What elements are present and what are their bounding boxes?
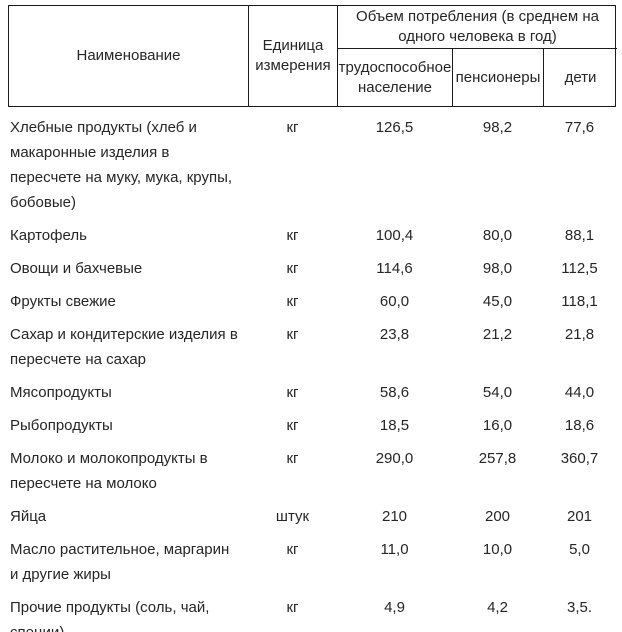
product-name-cell: Хлебные продукты (хлеб и макаронные изде… <box>10 119 233 211</box>
working-value-cell: 100,4 <box>375 227 414 244</box>
table-header: Наименование Единица измерения Объем пот… <box>8 5 617 107</box>
pensioners-value-cell: 257,8 <box>478 450 517 467</box>
table-row: Молоко и молокопродукты в пересчете на м… <box>8 438 616 496</box>
working-value-cell: 4,9 <box>384 599 405 616</box>
working-value-cell: 114,6 <box>376 260 413 277</box>
product-name-cell: Масло растительное, маргарин и другие жи… <box>10 541 230 583</box>
pensioners-value-cell: 98,0 <box>482 260 513 277</box>
table-row: Масло растительное, маргарин и другие жи… <box>8 529 616 587</box>
children-value-cell: 5,0 <box>569 541 590 558</box>
pensioners-value-cell: 45,0 <box>482 293 513 310</box>
unit-cell: кг <box>286 384 299 401</box>
table-row: Яйца штук 210 200 201 <box>8 496 616 529</box>
children-value-cell: 3,5. <box>566 599 593 616</box>
unit-cell: кг <box>286 417 299 434</box>
unit-cell: кг <box>286 326 299 343</box>
product-name-cell: Сахар и кондитерские изделия в пересчете… <box>10 326 238 368</box>
children-value-cell: 88,1 <box>564 227 595 244</box>
table-row: Прочие продукты (соль, чай, специи) кг 4… <box>8 587 616 632</box>
pensioners-value-cell: 4,2 <box>487 599 508 616</box>
product-name-cell: Фрукты свежие <box>10 293 116 310</box>
table-row: Мясопродукты кг 58,6 54,0 44,0 <box>8 372 616 405</box>
col-header-unit: Единица измерения <box>249 6 338 106</box>
unit-cell: кг <box>286 260 299 277</box>
pensioners-value-cell: 10,0 <box>482 541 513 558</box>
pensioners-value-cell: 21,2 <box>482 326 513 343</box>
unit-cell: штук <box>275 508 310 525</box>
product-name-cell: Мясопродукты <box>10 384 112 401</box>
table-row: Рыбопродукты кг 18,5 16,0 18,6 <box>8 405 616 438</box>
table-row: Фрукты свежие кг 60,0 45,0 118,1 <box>8 281 616 314</box>
consumption-norms-table: Наименование Единица измерения Объем пот… <box>8 5 617 632</box>
children-value-cell: 44,0 <box>564 384 595 401</box>
table-row: Хлебные продукты (хлеб и макаронные изде… <box>8 107 616 215</box>
working-value-cell: 18,5 <box>379 417 410 434</box>
children-value-cell: 201 <box>566 508 593 525</box>
col-header-children: дети <box>564 68 597 86</box>
unit-cell: кг <box>286 541 299 558</box>
col-header-pensioners: пенсионеры <box>453 49 544 106</box>
product-name-cell: Рыбопродукты <box>10 417 113 434</box>
unit-cell: кг <box>286 119 299 136</box>
children-value-cell: 360,7 <box>560 450 599 467</box>
working-value-cell: 290,0 <box>375 450 414 467</box>
table-row: Овощи и бахчевые кг 114,6 98,0 112,5 <box>8 248 616 281</box>
unit-cell: кг <box>286 450 299 467</box>
product-name-cell: Яйца <box>10 508 47 525</box>
col-header-name: Наименование <box>9 6 249 106</box>
working-value-cell: 126,5 <box>375 119 414 136</box>
children-value-cell: 21,8 <box>564 326 595 343</box>
working-value-cell: 210 <box>381 508 408 525</box>
table-row: Сахар и кондитерские изделия в пересчете… <box>8 314 616 372</box>
children-value-cell: 77,6 <box>564 119 595 136</box>
unit-cell: кг <box>286 227 299 244</box>
pensioners-value-cell: 200 <box>484 508 511 525</box>
working-value-cell: 23,8 <box>379 326 410 343</box>
unit-cell: кг <box>286 599 299 616</box>
pensioners-value-cell: 80,0 <box>482 227 513 244</box>
children-value-cell: 18,6 <box>564 417 595 434</box>
pensioners-value-cell: 16,0 <box>482 417 513 434</box>
col-header-working-population: трудоспособное население <box>338 49 453 106</box>
unit-cell: кг <box>286 293 299 310</box>
table-body: Хлебные продукты (хлеб и макаронные изде… <box>8 107 616 632</box>
product-name-cell: Овощи и бахчевые <box>10 260 143 277</box>
product-name-cell: Молоко и молокопродукты в пересчете на м… <box>10 450 208 492</box>
working-value-cell: 58,6 <box>379 384 410 401</box>
working-value-cell: 11,0 <box>380 541 409 558</box>
table-row: Картофель кг 100,4 80,0 88,1 <box>8 215 616 248</box>
pensioners-value-cell: 98,2 <box>482 119 513 136</box>
working-value-cell: 60,0 <box>379 293 410 310</box>
children-value-cell: 112,5 <box>561 260 598 277</box>
product-name-cell: Картофель <box>10 227 87 244</box>
children-value-cell: 118,1 <box>561 293 598 310</box>
col-header-consumption-group: Объем потребления (в среднем на одного ч… <box>338 6 617 49</box>
product-name-cell: Прочие продукты (соль, чай, специи) <box>10 599 210 632</box>
pensioners-value-cell: 54,0 <box>482 384 513 401</box>
